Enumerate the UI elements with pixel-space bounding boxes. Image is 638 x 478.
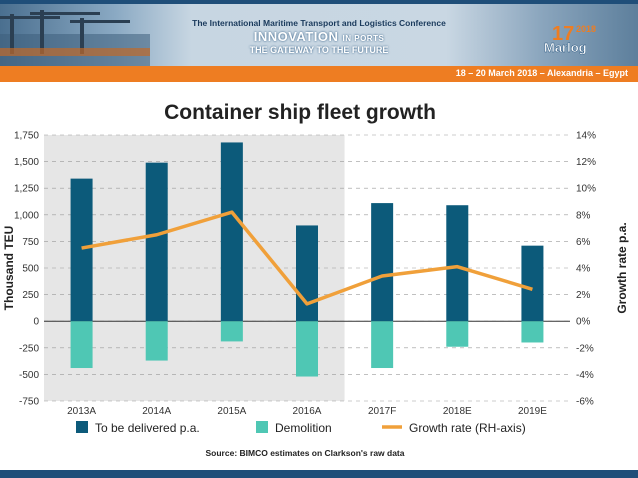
legend-label-demolition: Demolition (275, 421, 332, 435)
bar-delivered (145, 162, 168, 322)
y-tick-label: 1,250 (14, 184, 39, 195)
bar-series (70, 142, 544, 377)
gateway-tagline: THE GATEWAY TO THE FUTURE (249, 45, 389, 55)
bar-delivered (296, 225, 318, 322)
x-axis-ticks: 2013A 2014A 2015A 2016A 2017F 2018E 2019E (67, 406, 547, 417)
fleet-growth-chart: 1,750 1,500 1,250 1,000 750 500 250 0 -250 -500 -7… (2, 101, 629, 458)
conference-banner: The International Maritime Transport and… (0, 0, 638, 66)
legend: To be delivered p.a. Demolition Growth rat… (76, 421, 526, 435)
banner-top-line (0, 0, 638, 4)
y2-tick-label: 12% (576, 157, 596, 168)
innovation-word: INNOVATION (253, 29, 339, 44)
marlog-logo: 17 2018 Marlog (544, 23, 596, 55)
y-axis-label: Thousand TEU (2, 226, 16, 311)
innovation-heading: INNOVATION IN PORTS (0, 29, 638, 44)
x-tick-label: 2019E (518, 406, 547, 417)
bar-demolition (296, 321, 318, 377)
bar-delivered (371, 203, 394, 322)
y2-tick-label: -2% (576, 343, 594, 354)
y2-tick-label: -4% (576, 370, 594, 381)
footer-bar (0, 470, 638, 478)
y-tick-label: 0 (33, 317, 39, 328)
chart-title: Container ship fleet growth (164, 101, 436, 124)
date-bar: 18 – 20 March 2018 – Alexandria – Egypt (0, 66, 638, 82)
y-tick-label: 250 (22, 290, 39, 301)
y-tick-label: -750 (19, 397, 39, 408)
bar-demolition (521, 321, 544, 343)
logo-year: 2018 (576, 24, 596, 34)
x-tick-label: 2017F (368, 406, 396, 417)
bar-delivered (446, 205, 469, 322)
growth-rate-line (81, 210, 533, 306)
y2-axis-label: Growth rate p.a. (615, 222, 629, 313)
y2-tick-label: 10% (576, 184, 596, 195)
y-tick-label: 1,750 (14, 131, 39, 142)
y2-tick-label: 0% (576, 317, 591, 328)
y-tick-label: 1,000 (14, 210, 39, 221)
bar-delivered (521, 245, 544, 322)
bar-demolition (220, 321, 243, 342)
bar-demolition (70, 321, 93, 369)
x-tick-label: 2018E (443, 406, 472, 417)
bar-demolition (145, 321, 168, 361)
logo-text: Marlog (544, 40, 587, 55)
y-tick-label: -500 (19, 370, 39, 381)
in-ports-word: IN PORTS (342, 34, 385, 43)
y2-tick-label: 2% (576, 290, 591, 301)
event-date-location: 18 – 20 March 2018 – Alexandria – Egypt (455, 68, 628, 78)
y2-tick-label: 14% (576, 131, 596, 142)
left-axis-ticks: 1,750 1,500 1,250 1,000 750 500 250 0 -250 -500 -7… (14, 131, 39, 408)
y-tick-label: -250 (19, 343, 39, 354)
legend-swatch-delivered (76, 421, 88, 433)
y2-tick-label: -6% (576, 397, 594, 408)
y-tick-label: 500 (22, 264, 39, 275)
source-note: Source: BIMCO estimates on Clarkson's ra… (206, 448, 405, 458)
x-tick-label: 2015A (217, 406, 246, 417)
legend-swatch-demolition (256, 421, 268, 433)
bar-delivered (70, 178, 93, 322)
y2-tick-label: 8% (576, 210, 591, 221)
y2-tick-label: 6% (576, 237, 591, 248)
y-tick-label: 1,500 (14, 157, 39, 168)
right-axis-ticks: 14% 12% 10% 8% 6% 4% 2% 0% -2% -4% -6% (576, 131, 596, 408)
bar-delivered (220, 142, 243, 322)
x-tick-label: 2013A (67, 406, 96, 417)
legend-label-growth: Growth rate (RH-axis) (409, 421, 526, 435)
x-tick-label: 2014A (142, 406, 171, 417)
bar-demolition (446, 321, 469, 347)
bar-demolition (371, 321, 394, 369)
y2-tick-label: 4% (576, 264, 591, 275)
logo-number: 17 (552, 23, 574, 45)
x-tick-label: 2016A (293, 406, 322, 417)
port-cranes-image (0, 10, 150, 66)
legend-label-delivered: To be delivered p.a. (95, 421, 200, 435)
conference-title: The International Maritime Transport and… (192, 18, 446, 28)
y-tick-label: 750 (22, 237, 39, 248)
